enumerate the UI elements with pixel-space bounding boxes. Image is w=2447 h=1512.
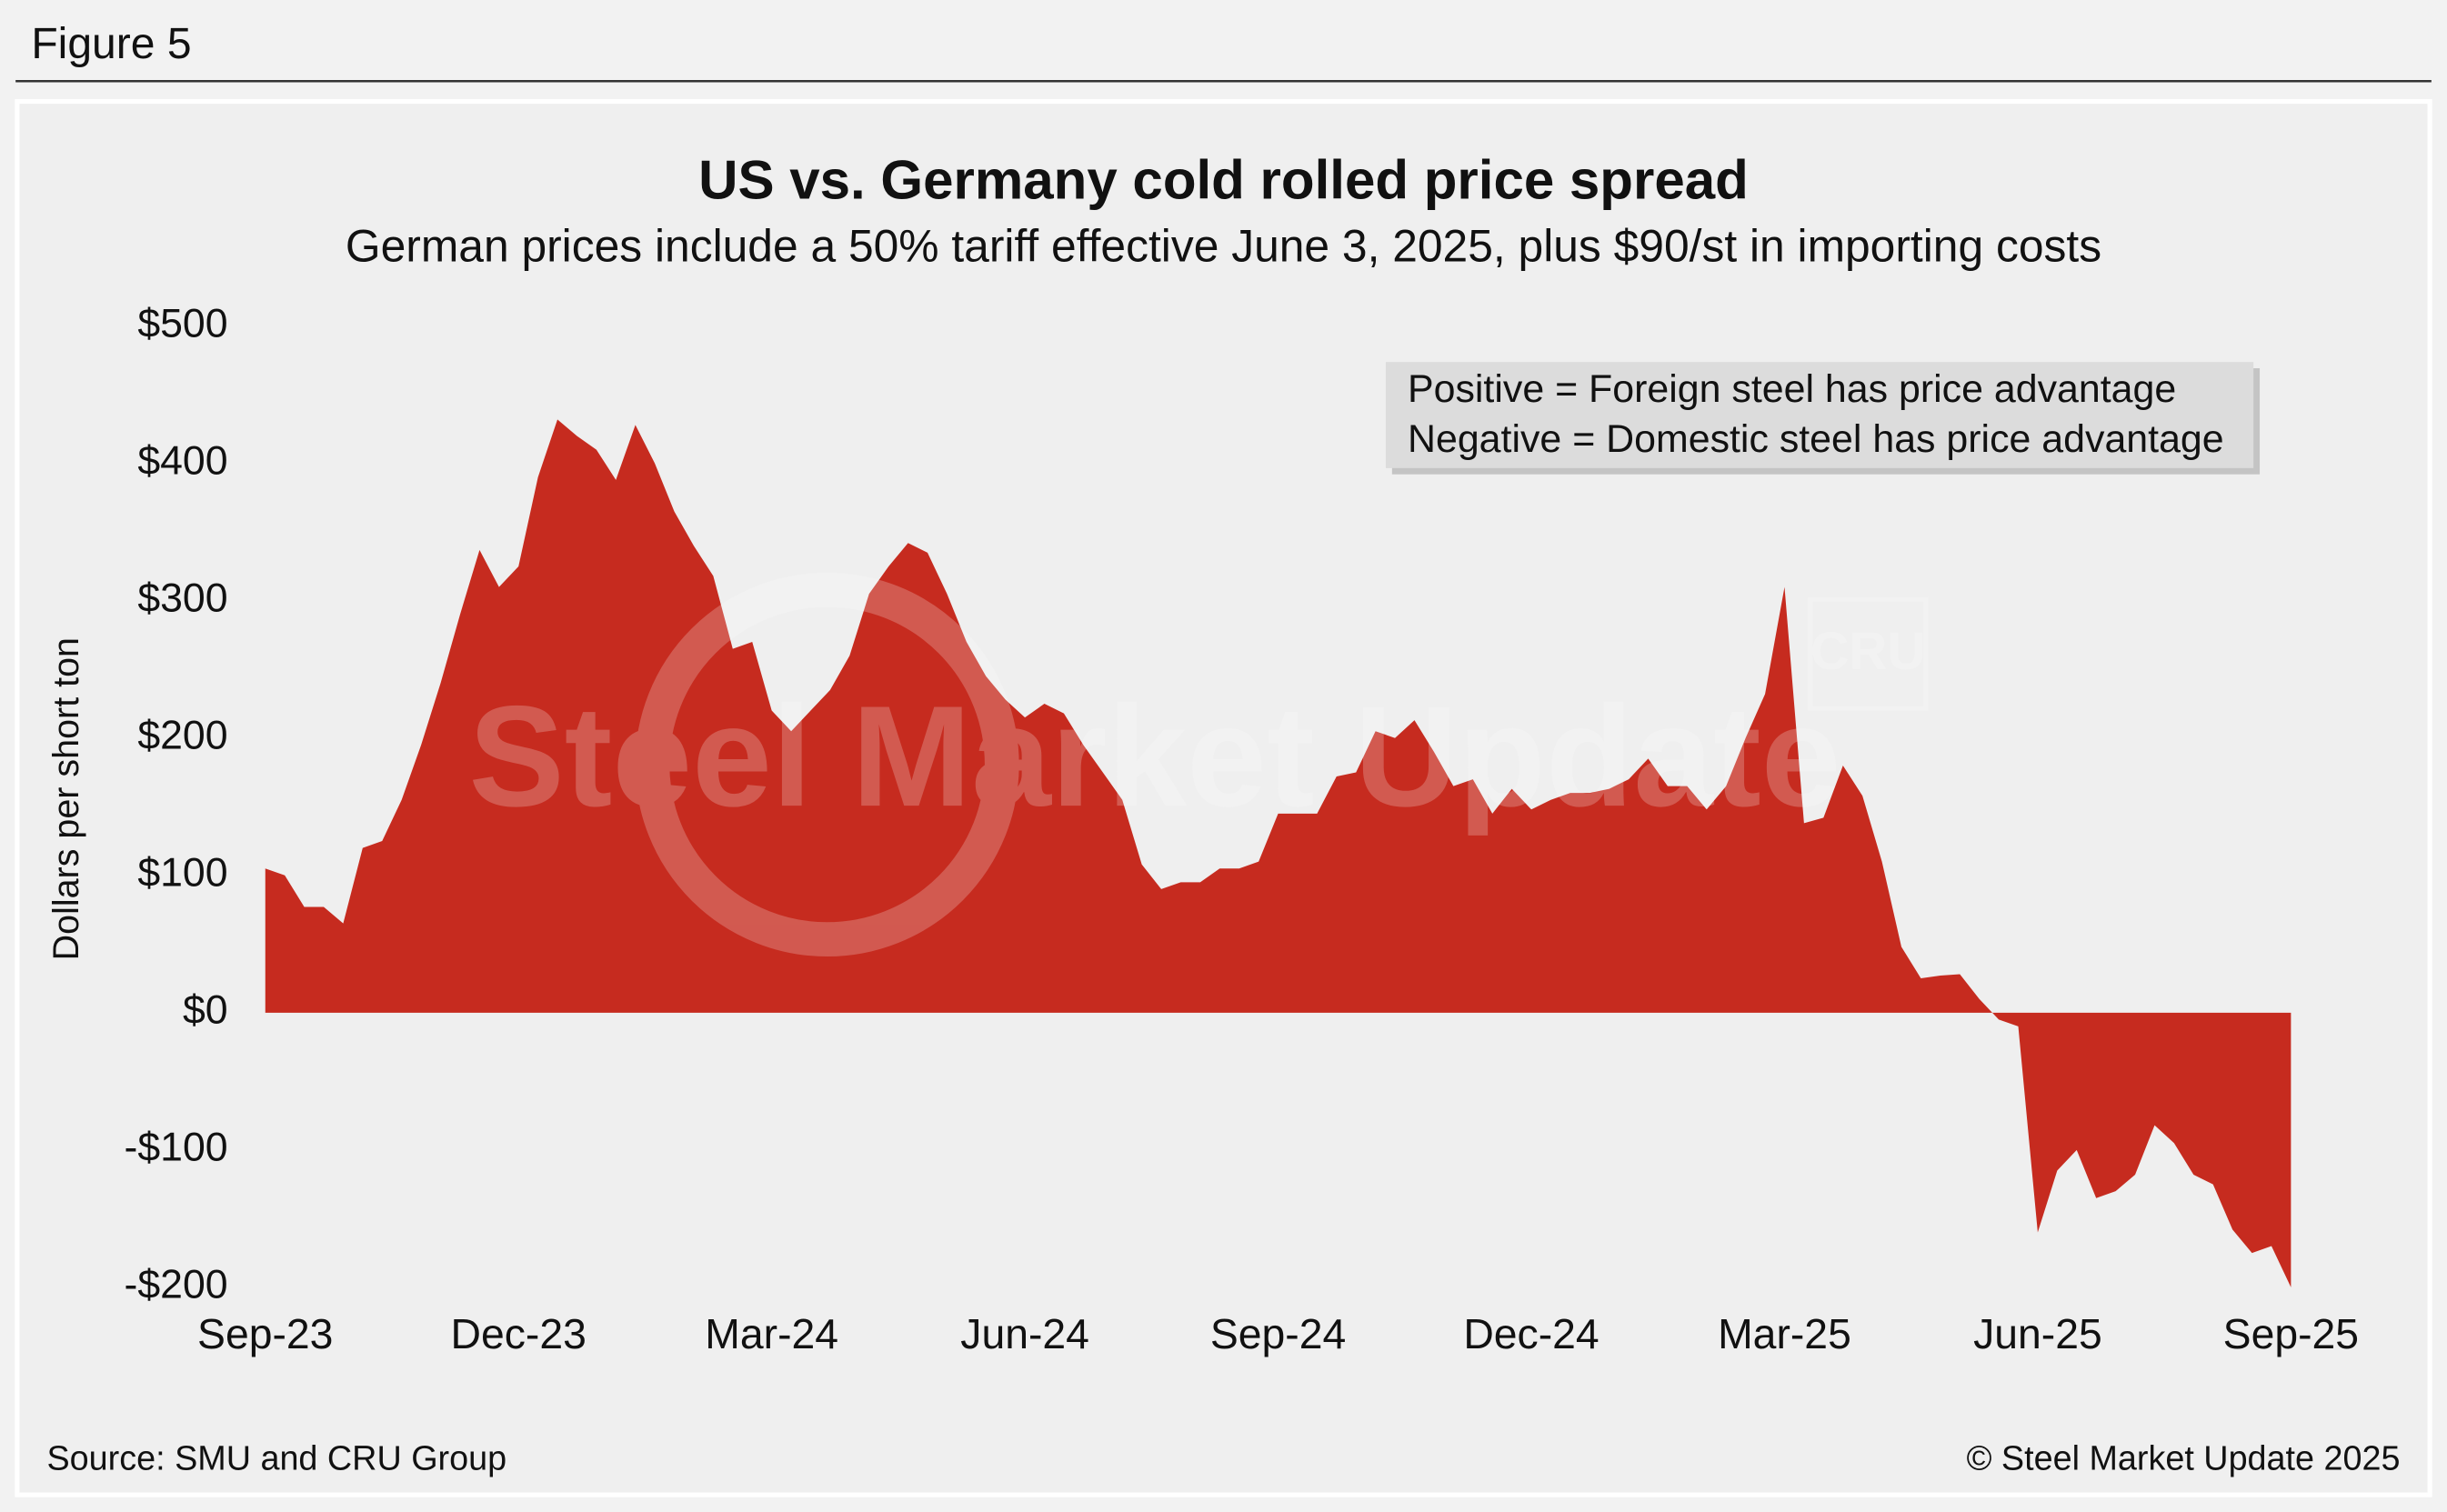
x-tick-label: Jun-25	[1973, 1310, 2102, 1357]
source: Source: SMU and CRU Group	[46, 1438, 506, 1477]
x-tick-label: Sep-24	[1210, 1310, 1346, 1357]
x-tick-label: Dec-23	[451, 1310, 587, 1357]
x-tick-label: Mar-24	[705, 1310, 838, 1357]
figure-label: Figure 5	[31, 20, 191, 68]
y-tick-label: $300	[137, 576, 227, 621]
y-tick-label: $0	[183, 988, 228, 1033]
annotation-box: Positive = Foreign steel has price advan…	[1385, 362, 2261, 475]
watermark-logo: CRU	[1810, 622, 1925, 681]
chart-subtitle: German prices include a 50% tariff effec…	[346, 221, 2101, 272]
area	[265, 419, 2292, 1287]
x-tick-label: Sep-25	[2223, 1310, 2359, 1357]
x-tick-label: Jun-24	[960, 1310, 1089, 1357]
x-tick-label: Sep-23	[197, 1310, 333, 1357]
watermark-text: Steel Market Update	[468, 676, 1840, 836]
chart-title: US vs. Germany cold rolled price spread	[698, 149, 1749, 210]
watermark: Steel Market Update CRU	[468, 572, 1929, 957]
watermark-logo-box	[1808, 596, 1929, 711]
y-tick-label: $400	[137, 438, 227, 483]
annotation-line: Negative = Domestic steel has price adva…	[1408, 417, 2224, 461]
watermark-ring	[635, 572, 1019, 957]
x-tick-label: Mar-25	[1718, 1310, 1851, 1357]
y-tick-label: -$200	[124, 1263, 227, 1307]
y-tick-label: -$100	[124, 1126, 227, 1170]
y-tick-label: $500	[137, 301, 227, 345]
y-axis-label: Dollars per short ton	[46, 637, 86, 960]
annotation-line: Positive = Foreign steel has price advan…	[1408, 367, 2176, 411]
y-tick-label: $200	[137, 714, 227, 758]
copyright: © Steel Market Update 2025	[1967, 1438, 2401, 1477]
y-tick-label: $100	[137, 851, 227, 896]
annotation-bg	[1385, 362, 2254, 468]
x-tick-label: Dec-24	[1463, 1310, 1599, 1357]
